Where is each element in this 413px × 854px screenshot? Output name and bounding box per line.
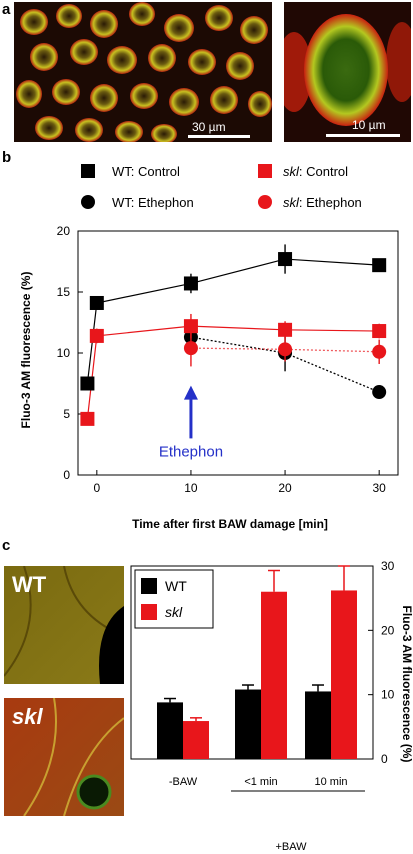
leaf-image-skl: skl — [4, 698, 124, 816]
point-3-2 — [372, 344, 387, 359]
point-0-4 — [372, 258, 387, 273]
line-chart-xlabel: Time after first BAW damage [min] — [132, 517, 328, 531]
bar-0-1 — [235, 689, 261, 759]
point-0-3 — [278, 252, 293, 267]
leaf-skl-label: skl — [12, 704, 43, 729]
line-chart: 0 5 10 15 20 0 10 20 30 Fluo-3 AM fluorescence (… — [19, 224, 399, 531]
scalebar-left: 30 µm — [182, 120, 262, 140]
y-tick-label-0: 0 — [63, 468, 70, 482]
scalebar-left-label: 30 µm — [192, 120, 226, 134]
bar-chart: 0 10 20 30 -BAW <1 min 10 min WT skl Fluo-3 AM f… — [130, 559, 413, 853]
legend-wt-ethephon-suffix: : Ethephon — [130, 194, 194, 210]
legend-marker-wt-ethephon — [81, 195, 95, 209]
bar-legend-label-0: WT — [165, 578, 187, 594]
point-1-4 — [372, 324, 387, 339]
legend-item-wt-control: WT: Control — [80, 163, 180, 179]
bar-category-label-2: 10 min — [314, 776, 347, 788]
y-tick-label-10: 10 — [57, 346, 71, 360]
legend-skl-control-prefix: skl — [283, 163, 299, 179]
point-1-2 — [183, 319, 198, 334]
micrograph-cell-image: 10 µm — [284, 2, 411, 142]
point-1-1 — [89, 328, 104, 343]
bar-y-tick-label-10: 10 — [381, 688, 395, 702]
bar-chart-group-label: +BAW — [275, 841, 307, 853]
line-chart-plot: 0 5 10 15 20 0 10 20 30 — [57, 224, 399, 495]
legend-marker-wt-control — [81, 164, 95, 178]
bar-chart-ylabel: Fluo-3 AM fluorescence (%) — [400, 606, 413, 763]
series-line-1 — [86, 325, 380, 419]
panel-label-c: c — [2, 537, 11, 554]
legend-item-skl-ethephon: skl: Ethephon — [257, 194, 362, 210]
bar-1-1 — [261, 591, 287, 759]
line-chart-ylabel: Fluo-3 AM fluorescence (%) — [19, 272, 33, 429]
cell-image-art — [284, 2, 411, 142]
legend-wt-ethephon-prefix: WT — [112, 194, 131, 210]
legend-marker-skl-ethephon — [258, 195, 272, 209]
scalebar-left-line — [188, 135, 250, 138]
leaf-skl-art — [4, 698, 124, 816]
legend-skl-control-suffix: : Control — [298, 163, 349, 179]
point-0-1 — [89, 295, 104, 310]
point-3-0 — [183, 341, 198, 356]
legend-skl-ethephon-suffix: : Ethephon — [298, 194, 362, 210]
bar-legend-swatch-0 — [141, 578, 157, 594]
bar-0-2 — [305, 691, 331, 759]
series-line-0 — [86, 258, 380, 384]
y-tick-label-5: 5 — [63, 407, 70, 421]
line-chart-frame — [77, 230, 399, 476]
bar-y-tick-label-0: 0 — [381, 752, 388, 766]
legend-marker-skl-control — [258, 164, 272, 178]
micrograph-tissue-image: 30 µm — [14, 2, 272, 142]
leaf-wt-art — [4, 566, 124, 684]
ethephon-arrow-head — [183, 385, 198, 400]
y-tick-label-20: 20 — [57, 224, 71, 238]
leaf-image-wt: WT — [4, 566, 124, 684]
series-line-3 — [190, 347, 380, 353]
point-0-0 — [80, 376, 95, 391]
scalebar-right: 10 µm — [322, 118, 407, 140]
bar-legend-label-1: skl — [165, 604, 183, 620]
scalebar-right-label: 10 µm — [352, 118, 386, 132]
tissue-image-art — [14, 2, 272, 142]
x-tick-label-10: 10 — [184, 481, 198, 495]
point-0-2 — [183, 276, 198, 291]
bar-y-tick-label-20: 20 — [381, 623, 395, 637]
ethephon-annotation-label: Ethephon — [159, 443, 223, 460]
point-1-3 — [278, 322, 293, 337]
panel-label-b: b — [2, 149, 12, 166]
x-tick-label-0: 0 — [93, 481, 100, 495]
legend-wt-control-suffix: : Control — [130, 163, 180, 179]
panel-label-a: a — [2, 1, 11, 18]
point-2-2 — [372, 385, 387, 400]
y-tick-label-15: 15 — [57, 285, 71, 299]
x-tick-label-30: 30 — [372, 481, 386, 495]
x-tick-label-20: 20 — [278, 481, 292, 495]
bar-category-label-0: -BAW — [169, 776, 198, 788]
legend-item-wt-ethephon: WT: Ethephon — [80, 194, 194, 210]
bar-chart-plot: 0 10 20 30 -BAW <1 min 10 min WT skl — [130, 559, 395, 792]
legend-wt-control-prefix: WT — [112, 163, 131, 179]
bar-1-2 — [331, 590, 357, 759]
leaf-wt-label: WT — [12, 572, 47, 597]
legend-skl-ethephon-prefix: skl — [283, 194, 299, 210]
bar-0-0 — [157, 702, 183, 759]
point-3-1 — [278, 342, 293, 357]
scalebar-right-line — [326, 134, 400, 137]
bar-y-tick-label-30: 30 — [381, 559, 395, 573]
bar-legend-swatch-1 — [141, 604, 157, 620]
bar-1-0 — [183, 721, 209, 759]
legend-item-skl-control: skl: Control — [257, 163, 348, 179]
bar-legend: WT skl — [134, 569, 214, 629]
bar-category-label-1: <1 min — [244, 776, 277, 788]
point-1-0 — [80, 411, 95, 426]
